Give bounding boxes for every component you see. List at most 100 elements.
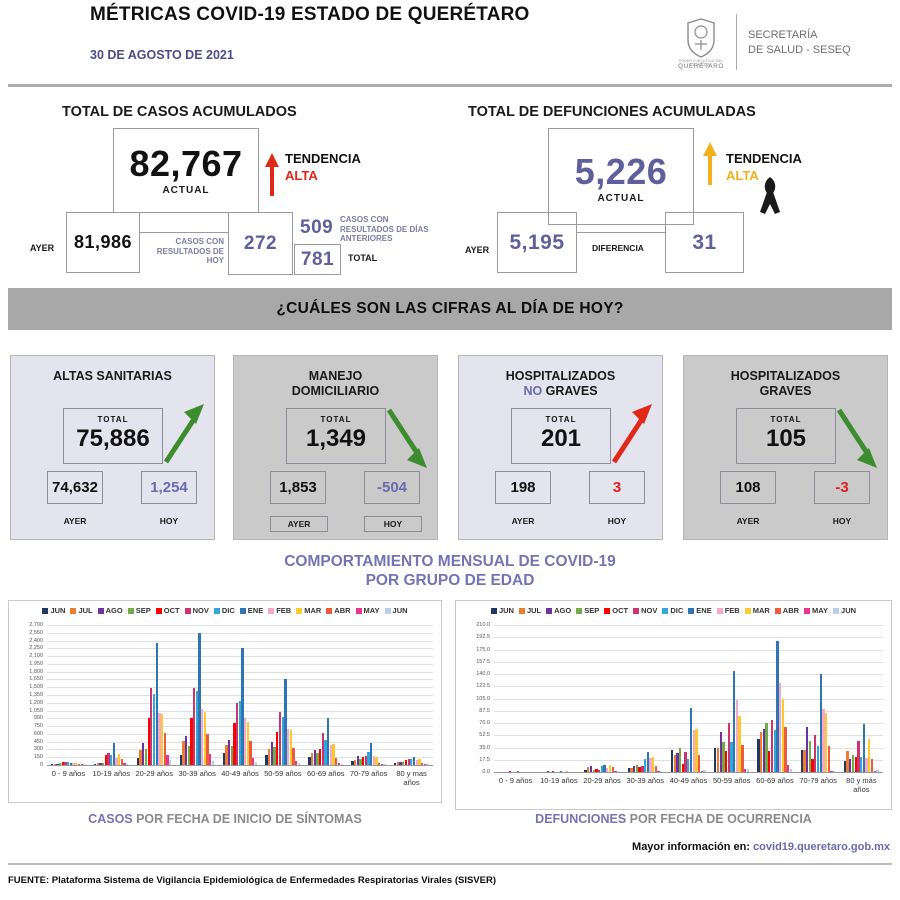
legend-item: NOV (184, 606, 209, 615)
casos-tendencia-label: TENDENCIA (285, 151, 361, 166)
bar-jun (340, 763, 343, 765)
legend-swatch-icon (633, 607, 640, 614)
chart-plot-area (494, 625, 883, 773)
legend-swatch-icon (355, 607, 362, 614)
legend-item: MAR (296, 606, 321, 615)
mourning-ribbon-icon (755, 176, 785, 221)
bar-feb (244, 717, 247, 765)
casos-connector-line (140, 232, 228, 233)
bar-mar (824, 713, 828, 772)
card-hoy-box: 1,254 (141, 471, 197, 504)
bar-may (123, 762, 126, 765)
bar-dic (816, 746, 820, 772)
gridline (47, 625, 433, 626)
y-tick-label: 52.5 (479, 732, 490, 739)
gridline (47, 663, 433, 665)
casos-ayer-box: 81,986 (66, 212, 140, 273)
bar-oct (681, 763, 684, 772)
legend-swatch-icon (213, 607, 220, 614)
bar-jun (297, 762, 300, 765)
bar-dic (410, 758, 413, 765)
bar-jul (53, 764, 56, 765)
y-tick-label: 300 (33, 746, 43, 753)
gridline (494, 686, 883, 688)
bar-nov (235, 702, 239, 765)
bar-oct (508, 771, 512, 772)
card-ayer-label: AYER (511, 516, 535, 526)
gridline (494, 625, 883, 626)
y-tick-label: 122.5 (476, 683, 490, 690)
legend-item: MAY (804, 606, 828, 615)
legend-swatch-icon (42, 607, 49, 614)
bar-sep (144, 749, 148, 765)
legend-swatch-icon (833, 607, 840, 614)
bar-jul (673, 754, 676, 772)
gridline (494, 723, 883, 724)
defunciones-connector-line (577, 232, 665, 233)
bar-abr (378, 762, 381, 765)
caption-casos: CASOS POR FECHA DE INICIO DE SÍNTOMAS (88, 812, 362, 826)
y-tick-label: 192.5 (476, 634, 490, 641)
bar-group (133, 625, 176, 765)
logo-seseq: PODER EJECUTIVO DEL ESTADO DE QUERÉTARO … (672, 10, 887, 70)
casos-total-value: 781 (300, 248, 335, 270)
legend-swatch-icon (804, 607, 811, 614)
y-tick-label: 2,400 (29, 637, 43, 644)
bar-oct (552, 770, 555, 772)
bar-jul (716, 747, 720, 772)
header-divider (8, 84, 892, 87)
x-tick-label: 80 y mas años (396, 769, 427, 787)
bar-group (304, 625, 347, 765)
bar-ene (689, 708, 693, 772)
bar-may (166, 755, 169, 765)
card-total-label: TOTAL (545, 415, 577, 424)
bar-ene (862, 723, 866, 772)
section-title: COMPORTAMIENTO MENSUAL DE COVID-19 POR G… (284, 553, 616, 589)
chart-x-axis: 0 - 9 años 10-19 años 20-29 años 30-39 años… (47, 768, 433, 798)
y-tick-label: 150 (33, 754, 43, 761)
gridline (47, 679, 433, 681)
more-info-label: Mayor información en: (632, 841, 750, 853)
bar-abr (784, 726, 787, 772)
casos-actual-label: ACTUAL (162, 185, 210, 196)
bar-nov (150, 687, 153, 765)
bar-ago (805, 727, 809, 772)
legend-item: ENE (688, 606, 712, 615)
bar-jul (846, 751, 849, 772)
gridline (494, 637, 883, 639)
bar-sep (851, 755, 855, 772)
card-hoy-box: -504 (364, 471, 420, 504)
legend-item: AGO (546, 606, 571, 615)
legend-swatch-icon (296, 607, 303, 614)
bar-nov (727, 723, 730, 772)
bar-jun (800, 749, 803, 772)
legend-item: FEB (268, 606, 291, 615)
x-tick-label: 50-59 años (712, 776, 751, 785)
chart-plot-area (47, 625, 433, 766)
bar-ago (589, 766, 593, 772)
y-tick-label: 210.0 (476, 622, 490, 628)
bar-sep (592, 769, 595, 772)
bar-abr (611, 767, 614, 772)
bar-jun (126, 763, 129, 765)
card-hoy-label: HOY (607, 516, 627, 526)
bar-sep (101, 762, 105, 765)
more-info-link[interactable]: covid19.queretaro.gob.mx (753, 841, 890, 853)
casos-hoy-value: 272 (243, 232, 278, 254)
trend-up-arrow-yellow-icon (702, 142, 718, 191)
legend-swatch-icon (744, 607, 751, 614)
bar-dic (109, 755, 113, 765)
bar-jul (587, 767, 590, 772)
chart-casos-por-edad: JUN JUL AGO SEP OCT NOV DIC ENE FEB MAR ABR MAY JUN … (8, 600, 442, 803)
bar-ago (227, 739, 231, 765)
bar-feb (201, 709, 204, 765)
bar-oct (61, 761, 65, 765)
legend-item: JUN (833, 606, 856, 615)
legend-item: JUL (518, 606, 541, 615)
defunciones-actual-value: 5,226 (574, 151, 668, 192)
bar-feb (415, 759, 418, 765)
bar-jul (311, 753, 314, 765)
bar-jul (760, 732, 763, 772)
trend-diagonal-down-green-icon (383, 404, 429, 468)
bar-jun (179, 754, 182, 765)
